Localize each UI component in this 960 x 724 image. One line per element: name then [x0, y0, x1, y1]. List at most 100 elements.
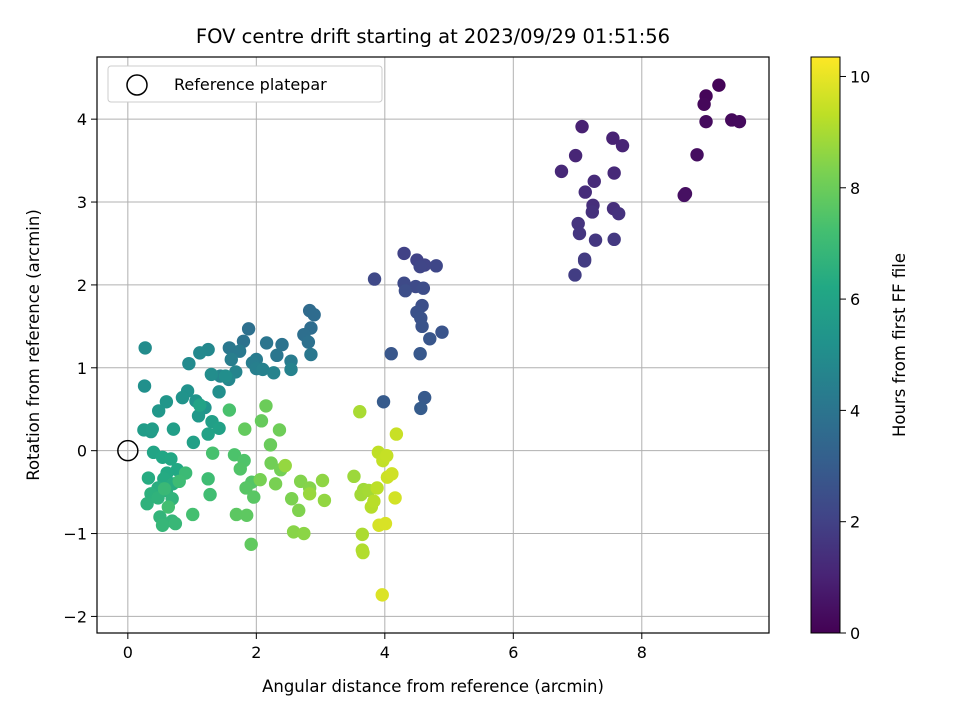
data-point — [278, 458, 292, 473]
data-point — [172, 474, 186, 489]
data-point — [317, 493, 332, 508]
data-point — [417, 390, 432, 405]
x-tick-label: 0 — [123, 643, 133, 662]
data-point — [712, 78, 726, 92]
data-points — [137, 78, 747, 602]
x-tick-label: 8 — [637, 643, 647, 662]
colorbar-gradient — [810, 56, 841, 634]
plot-frame — [96, 56, 770, 634]
y-axis-ticks: −2 −1 0 1 2 3 4 — [63, 110, 97, 626]
data-point — [355, 527, 370, 542]
data-point — [607, 232, 621, 247]
data-point — [585, 205, 600, 219]
data-point — [732, 114, 747, 129]
data-point — [568, 148, 583, 163]
grid-lines — [97, 57, 769, 633]
data-point — [615, 138, 630, 153]
data-point — [222, 341, 237, 355]
data-point — [367, 494, 381, 508]
data-point — [161, 500, 176, 514]
data-point — [241, 322, 256, 336]
data-point — [690, 148, 704, 162]
data-point — [297, 526, 311, 541]
data-point — [575, 119, 589, 134]
data-point — [571, 216, 585, 231]
data-point — [554, 164, 569, 179]
data-point — [204, 367, 219, 382]
data-point — [302, 487, 317, 501]
x-tick-label: 6 — [508, 643, 518, 662]
x-tick-label: 2 — [251, 643, 261, 662]
data-point — [259, 399, 273, 413]
x-axis-ticks: 0 2 4 6 8 — [123, 633, 647, 662]
colorbar: 0 2 4 6 8 10 Hours from first FF file — [810, 56, 909, 643]
data-point — [218, 369, 233, 383]
data-point — [284, 492, 299, 506]
data-point — [375, 588, 389, 602]
data-point — [699, 114, 713, 129]
colorbar-tick-label: 2 — [850, 513, 860, 532]
data-point — [193, 398, 207, 412]
data-point — [212, 385, 226, 399]
data-point — [256, 362, 270, 377]
data-point — [292, 503, 306, 518]
data-point — [388, 491, 402, 505]
data-point — [155, 518, 170, 532]
data-point — [259, 336, 274, 350]
data-point — [175, 390, 190, 405]
x-tick-label: 4 — [380, 643, 390, 662]
colorbar-tick-label: 0 — [850, 624, 860, 643]
data-point — [182, 356, 196, 371]
data-point — [572, 226, 587, 241]
data-point — [212, 421, 226, 435]
data-point — [304, 347, 318, 362]
data-point — [415, 319, 429, 334]
data-point — [385, 467, 399, 481]
data-point — [244, 537, 258, 552]
data-point — [315, 473, 330, 488]
data-point — [247, 490, 261, 504]
y-tick-label: 1 — [77, 359, 87, 378]
data-point — [275, 337, 289, 352]
data-point — [611, 206, 626, 221]
data-point — [140, 497, 154, 511]
data-point — [266, 366, 281, 380]
data-point — [141, 471, 156, 485]
data-point — [227, 448, 242, 462]
y-tick-label: −1 — [63, 525, 87, 544]
data-point — [222, 403, 237, 417]
data-point — [232, 344, 247, 358]
data-point — [578, 185, 592, 199]
colorbar-label: Hours from first FF file — [890, 253, 909, 437]
y-axis-label: Rotation from reference (arcmin) — [24, 209, 43, 481]
data-point — [138, 341, 152, 355]
data-point — [677, 188, 691, 203]
data-point — [254, 414, 269, 428]
legend-box — [107, 65, 383, 103]
data-point — [307, 308, 321, 322]
data-point — [191, 409, 206, 423]
data-point — [264, 456, 278, 470]
data-point — [157, 482, 172, 496]
data-point — [224, 352, 238, 367]
data-point — [268, 477, 283, 491]
data-point — [697, 97, 711, 111]
data-point — [413, 347, 427, 361]
y-tick-label: 3 — [77, 193, 87, 212]
reference-platepar-marker — [117, 439, 139, 462]
data-point — [238, 422, 252, 436]
data-point — [159, 395, 174, 409]
data-point — [166, 422, 181, 436]
data-point — [272, 423, 287, 437]
data-point — [397, 246, 411, 261]
y-tick-label: 4 — [77, 110, 87, 129]
data-point — [284, 362, 298, 377]
legend-marker-icon — [126, 74, 148, 96]
data-point — [429, 259, 443, 273]
data-point — [229, 507, 244, 522]
data-point — [384, 347, 398, 361]
data-point — [205, 446, 220, 460]
reference-marker — [117, 439, 139, 462]
data-point — [201, 472, 215, 486]
y-tick-label: 0 — [77, 442, 87, 461]
